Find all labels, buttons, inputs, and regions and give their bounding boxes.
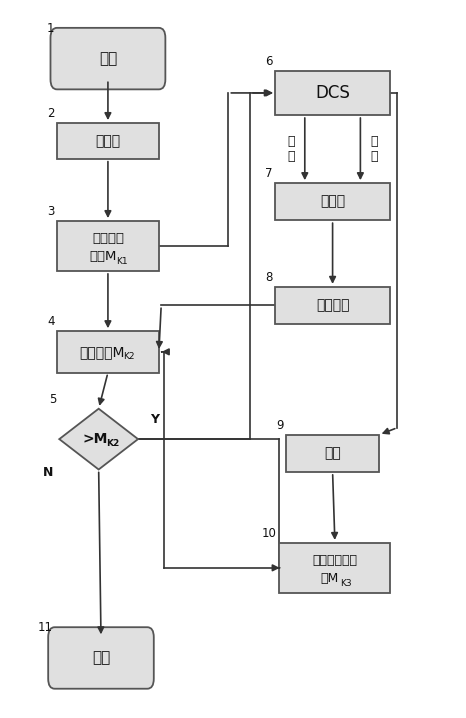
Text: 2: 2: [47, 107, 55, 120]
Text: 力矩M: 力矩M: [89, 251, 117, 264]
Text: 5: 5: [49, 393, 57, 406]
Text: 变频器: 变频器: [320, 195, 345, 209]
Text: Y: Y: [150, 414, 158, 426]
Text: 回转力矩降低: 回转力矩降低: [312, 554, 357, 567]
Text: K1: K1: [116, 257, 128, 266]
FancyBboxPatch shape: [279, 543, 391, 593]
FancyBboxPatch shape: [274, 71, 391, 115]
Text: 7: 7: [265, 167, 272, 180]
Text: 刮泥机: 刮泥机: [96, 134, 121, 148]
FancyBboxPatch shape: [274, 286, 391, 324]
FancyBboxPatch shape: [57, 331, 159, 373]
Text: 空载回转: 空载回转: [92, 233, 124, 246]
Text: 开始: 开始: [99, 51, 117, 66]
FancyBboxPatch shape: [57, 123, 159, 159]
Text: 降
速: 降 速: [370, 135, 378, 163]
Text: K2: K2: [106, 439, 119, 448]
Text: 排泥: 排泥: [324, 447, 341, 460]
FancyBboxPatch shape: [48, 628, 154, 689]
FancyBboxPatch shape: [57, 221, 159, 271]
Text: DCS: DCS: [315, 84, 350, 102]
Text: 至M: 至M: [320, 572, 338, 585]
Text: K2: K2: [123, 352, 135, 360]
Text: 1: 1: [47, 22, 55, 35]
Text: K3: K3: [340, 579, 351, 588]
Text: 预设力矩M: 预设力矩M: [80, 345, 125, 359]
FancyBboxPatch shape: [50, 28, 165, 89]
FancyBboxPatch shape: [274, 183, 391, 220]
Polygon shape: [59, 409, 138, 470]
Text: 结束: 结束: [92, 651, 110, 666]
Text: >M: >M: [82, 432, 108, 446]
Text: 9: 9: [276, 419, 284, 432]
Text: 8: 8: [265, 271, 272, 284]
Text: 11: 11: [37, 621, 52, 635]
Text: 回转电机: 回转电机: [316, 299, 350, 312]
Text: 10: 10: [262, 527, 277, 540]
Text: 提
速: 提 速: [287, 135, 295, 163]
Text: 3: 3: [47, 205, 55, 218]
Text: 6: 6: [265, 55, 272, 68]
Text: N: N: [43, 466, 54, 479]
Text: 4: 4: [47, 315, 55, 328]
FancyBboxPatch shape: [286, 435, 379, 472]
